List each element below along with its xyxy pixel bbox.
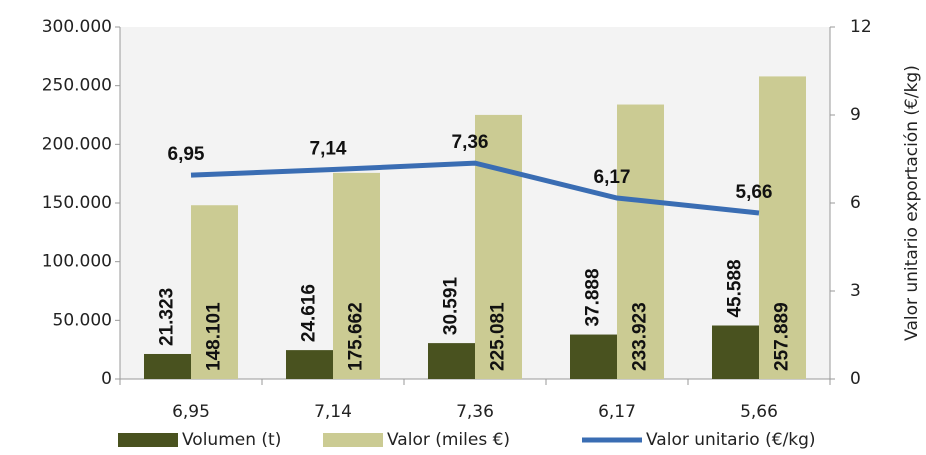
x-tick-label: 5,66	[740, 402, 778, 422]
bar	[333, 172, 380, 379]
y-tick-label: 100.000	[42, 252, 112, 272]
data-label: 37.888	[583, 268, 604, 326]
x-tick-label: 7,36	[456, 402, 494, 422]
legend-label: Valor unitario (€/kg)	[646, 430, 816, 450]
y2-axis-label: Valor unitario exportación (€/kg)	[902, 65, 922, 341]
data-label: 148.101	[204, 302, 225, 371]
data-label: 7,14	[310, 139, 347, 160]
data-label: 233.923	[630, 302, 651, 371]
bar	[617, 104, 664, 380]
y2-tick-label: 0	[850, 369, 861, 389]
legend-swatch	[118, 433, 178, 447]
data-label: 225.081	[488, 302, 509, 371]
x-tick-label: 6,17	[598, 402, 636, 422]
y2-tick-label: 12	[850, 17, 872, 37]
data-label: 45.588	[725, 259, 746, 317]
data-label: 257.889	[772, 302, 793, 371]
bar	[191, 205, 238, 379]
data-label: 7,36	[452, 132, 489, 153]
bar	[570, 334, 617, 379]
data-label: 5,66	[736, 182, 773, 203]
y2-tick-label: 3	[850, 281, 861, 301]
y2-tick-label: 9	[850, 105, 861, 125]
legend-swatch	[323, 433, 383, 447]
x-tick-label: 6,95	[172, 402, 210, 422]
line	[190, 160, 760, 216]
y-tick-label: 0	[101, 369, 112, 389]
bar	[475, 114, 522, 379]
y2-tick-label: 6	[850, 193, 861, 213]
data-label: 6,17	[594, 167, 631, 188]
y-tick-label: 200.000	[42, 134, 112, 154]
bar	[286, 350, 333, 379]
y-tick-label: 150.000	[42, 193, 112, 213]
data-label: 24.616	[299, 284, 320, 342]
bar	[712, 325, 759, 379]
data-label: 6,95	[168, 144, 205, 165]
legend-label: Volumen (t)	[182, 430, 281, 450]
data-label: 175.662	[346, 302, 367, 371]
bar	[759, 76, 806, 379]
x-tick-label: 7,14	[314, 402, 352, 422]
y-tick-label: 250.000	[42, 76, 112, 96]
legend-label: Valor (miles €)	[387, 430, 510, 450]
bar	[144, 353, 191, 379]
y-tick-label: 300.000	[42, 17, 112, 37]
y-tick-label: 50.000	[53, 310, 112, 330]
data-label: 21.323	[157, 288, 178, 346]
data-label: 30.591	[441, 277, 462, 336]
bar	[428, 343, 475, 379]
